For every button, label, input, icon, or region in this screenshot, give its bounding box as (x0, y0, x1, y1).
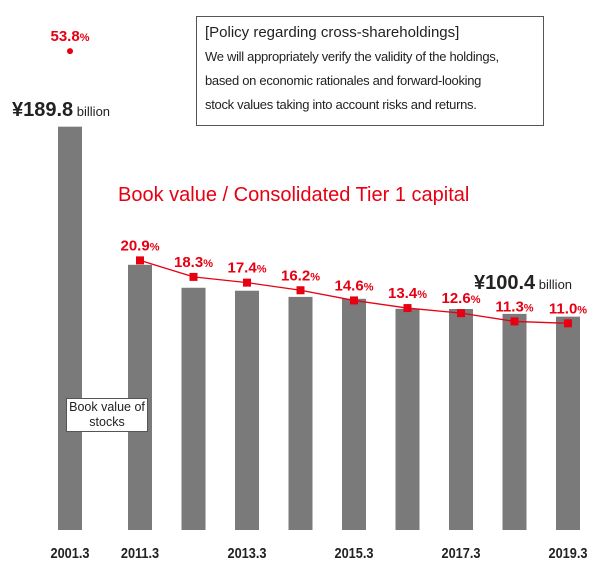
policy-title: [Policy regarding cross-shareholdings] (205, 24, 460, 41)
line-segment (460, 312, 515, 323)
line-marker (403, 304, 412, 313)
line-value-label: 12.6% (442, 290, 481, 307)
value-unit: % (150, 241, 160, 253)
bar (502, 313, 527, 530)
policy-line: based on economic rationales and forward… (205, 73, 482, 88)
line-segment (353, 299, 408, 309)
bar (556, 316, 580, 530)
value-unit: % (471, 294, 481, 306)
line-marker (296, 286, 305, 295)
bar-value-label: ¥100.4 billion (474, 272, 572, 294)
x-tick-label: 2017.3 (442, 544, 481, 561)
x-tick-label: 2011.3 (121, 544, 159, 561)
line-segment (300, 289, 355, 302)
policy-line: We will appropriately verify the validit… (205, 49, 499, 64)
value-unit: billion (535, 277, 572, 292)
value-number: 20.9 (121, 237, 150, 254)
value-unit: billion (73, 104, 110, 119)
value-number: 11.0 (549, 300, 577, 317)
line-marker (510, 317, 519, 326)
bar (58, 126, 82, 531)
policy-line: stock values taking into account risks a… (205, 97, 477, 112)
bar (235, 290, 259, 530)
value-unit: % (203, 258, 213, 270)
line-marker (564, 319, 572, 328)
policy-box: [Policy regarding cross-shareholdings] W… (196, 16, 544, 126)
x-tick-label: 2015.3 (335, 544, 374, 561)
value-number: 14.6 (335, 277, 364, 294)
value-number: 11.3 (495, 298, 523, 315)
value-number: ¥189.8 (12, 99, 73, 121)
line-marker (189, 272, 198, 281)
line-marker (457, 309, 465, 318)
bar-series-label: Book value of stocks (66, 398, 148, 432)
line-value-label: 14.6% (335, 277, 374, 294)
line-segment (193, 276, 248, 284)
value-number: 13.4 (388, 285, 418, 302)
value-unit: % (417, 289, 427, 301)
x-tick-label: 2019.3 (549, 544, 588, 561)
line-segment (514, 320, 569, 324)
value-unit: % (257, 264, 267, 276)
bar (128, 264, 152, 530)
value-unit: % (577, 304, 587, 316)
line-value-label: 16.2% (281, 267, 320, 284)
line-marker (67, 48, 73, 55)
x-tick-label: 2013.3 (228, 544, 267, 561)
bar (181, 287, 206, 530)
line-value-label: 53.8% (51, 28, 90, 45)
line-value-label: 13.4% (388, 285, 427, 302)
value-number: 18.3 (174, 254, 203, 271)
line-value-label: 17.4% (228, 260, 267, 277)
value-number: 17.4 (228, 260, 258, 277)
line-value-label: 11.0% (549, 300, 587, 317)
line-series-label: Book value / Consolidated Tier 1 capital (118, 184, 470, 206)
bar (288, 296, 313, 530)
value-number: 12.6 (442, 290, 471, 307)
x-tick-label: 2001.3 (51, 544, 90, 561)
line-marker (243, 278, 251, 287)
bar (449, 309, 473, 530)
line-segment (407, 307, 462, 314)
value-number: ¥100.4 (474, 272, 536, 294)
bar (342, 298, 366, 530)
value-unit: % (310, 271, 320, 283)
line-segment (139, 259, 194, 278)
bar-value-label: ¥189.8 billion (12, 99, 110, 121)
line-value-label: 11.3% (495, 298, 533, 315)
line-value-label: 18.3% (174, 254, 213, 271)
value-number: 53.8 (51, 28, 80, 45)
line-value-label: 20.9% (121, 237, 160, 254)
value-unit: % (524, 302, 534, 314)
line-marker (136, 256, 144, 265)
line-segment (246, 281, 301, 291)
bar (395, 308, 420, 530)
value-number: 16.2 (281, 267, 310, 284)
line-marker (350, 296, 358, 305)
value-unit: % (80, 32, 90, 44)
value-unit: % (364, 281, 374, 293)
